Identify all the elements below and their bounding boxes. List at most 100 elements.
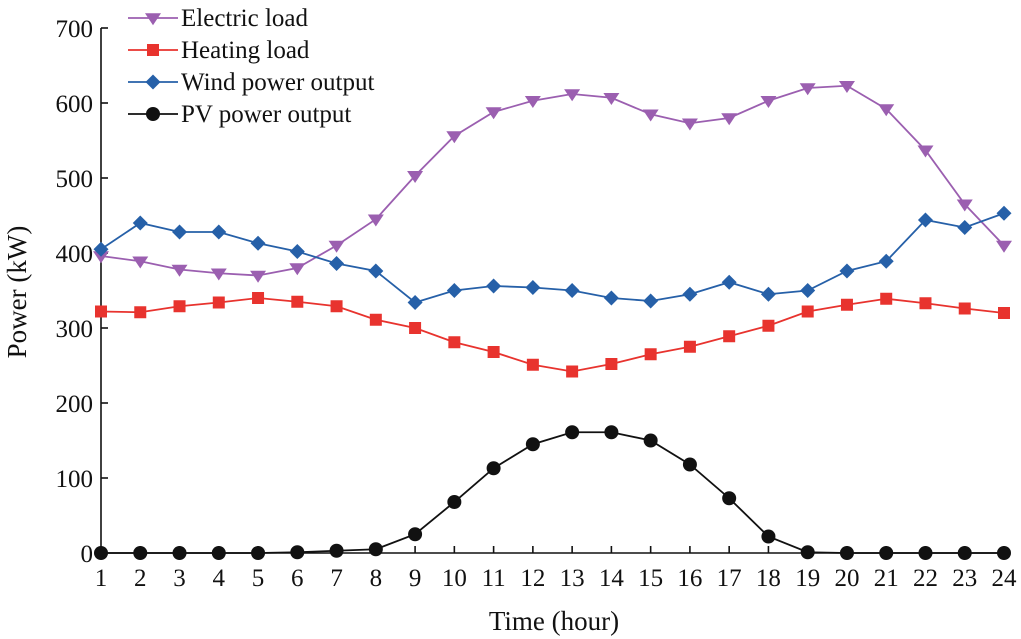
series-electric-load (93, 80, 1012, 283)
x-tick-label: 6 (291, 565, 304, 592)
data-point (486, 461, 501, 476)
series-line (101, 431, 1004, 554)
data-point (524, 95, 541, 108)
series-layer (93, 80, 1012, 560)
data-point (564, 283, 580, 298)
data-point (487, 346, 500, 358)
data-point (132, 215, 148, 231)
data-point (485, 107, 502, 120)
data-point (762, 319, 775, 332)
data-point (328, 240, 345, 253)
data-point (367, 214, 384, 227)
data-point (211, 546, 226, 560)
data-point (682, 286, 698, 302)
y-tick-label: 100 (56, 466, 94, 493)
legend-label: PV power output (181, 101, 351, 128)
legend-item: PV power output (128, 101, 351, 128)
y-tick-label: 0 (81, 541, 94, 568)
data-point (838, 80, 855, 93)
y-tick-label: 300 (56, 316, 94, 343)
data-point (250, 235, 266, 251)
data-point (642, 109, 659, 122)
data-point (956, 199, 973, 212)
x-tick-label: 3 (173, 565, 186, 592)
x-tick-label: 1 (95, 565, 108, 592)
data-point (93, 241, 109, 257)
data-point (800, 545, 815, 560)
x-tick-label: 15 (638, 565, 663, 592)
data-point (291, 295, 304, 308)
x-tick-label: 8 (370, 565, 383, 592)
legend-item: Electric load (128, 5, 309, 32)
y-tick-label: 700 (56, 16, 94, 43)
x-tick-label: 4 (213, 565, 226, 592)
data-point (681, 118, 698, 131)
data-point (643, 293, 659, 309)
data-point (721, 113, 738, 126)
data-point (329, 543, 344, 558)
data-point (603, 92, 620, 105)
series-wind-power-output (93, 205, 1012, 310)
y-axis-title: Power (kW) (2, 226, 32, 359)
series-line (100, 212, 1005, 304)
data-point (878, 104, 895, 117)
data-point (917, 145, 934, 158)
legend-label: Electric load (181, 5, 309, 32)
data-point (996, 240, 1012, 253)
data-point (173, 300, 186, 313)
series-line (100, 297, 1005, 373)
x-tick-label: 11 (482, 565, 506, 592)
data-point (525, 437, 540, 452)
data-point (289, 263, 306, 276)
legend-label: Wind power output (181, 69, 374, 96)
data-point (918, 546, 933, 560)
data-point (250, 270, 267, 283)
data-point (958, 302, 971, 315)
data-point (94, 546, 108, 560)
legend-item: Heating load (128, 37, 310, 64)
data-point (760, 95, 777, 108)
data-point (211, 224, 227, 240)
data-point (840, 298, 853, 311)
data-point (998, 307, 1010, 319)
x-tick-label: 18 (756, 565, 781, 592)
x-axis-title: Time (hour) (489, 606, 619, 636)
x-tick-label: 19 (795, 565, 820, 592)
data-point (839, 546, 854, 560)
data-point (252, 292, 265, 304)
data-point (801, 305, 814, 318)
data-point (171, 264, 188, 277)
data-point (605, 358, 618, 370)
data-point (761, 529, 776, 544)
data-point (290, 545, 305, 560)
x-tick-label: 21 (874, 565, 899, 592)
x-tick-label: 7 (330, 565, 343, 592)
data-point (133, 546, 148, 560)
data-point (919, 297, 932, 310)
legend-marker (145, 13, 161, 26)
data-point (212, 296, 225, 309)
x-tick-label: 20 (834, 565, 859, 592)
data-point (644, 348, 657, 361)
legend-marker (145, 74, 161, 90)
data-point (879, 546, 894, 560)
data-point (603, 290, 619, 306)
data-point (721, 274, 737, 290)
x-tick-label: 5 (252, 565, 265, 592)
data-point (289, 244, 305, 259)
series-line (100, 84, 1005, 277)
x-tick-label: 13 (560, 565, 585, 592)
series-pv-power-output (94, 425, 1011, 560)
data-point (447, 495, 462, 509)
x-tick-label: 14 (599, 565, 625, 592)
data-point (210, 268, 227, 281)
data-point (134, 306, 147, 319)
y-tick-label: 500 (56, 166, 94, 193)
data-point (407, 295, 423, 310)
legend-marker (146, 107, 160, 121)
data-point (604, 425, 619, 440)
y-tick-label: 400 (56, 241, 94, 268)
data-point (446, 283, 462, 298)
x-tick-label: 24 (992, 565, 1018, 592)
x-tick-label: 17 (717, 565, 742, 592)
